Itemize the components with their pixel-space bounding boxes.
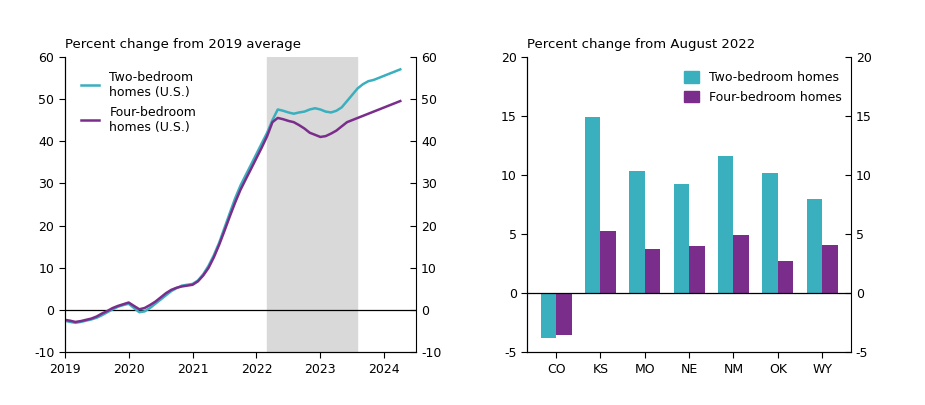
Bar <box>778 261 794 293</box>
Bar <box>689 246 705 293</box>
Bar <box>600 230 616 293</box>
Bar <box>807 198 822 293</box>
Bar <box>267 57 357 352</box>
Bar <box>645 249 660 293</box>
Legend: Two-bedroom homes, Four-bedroom homes: Two-bedroom homes, Four-bedroom homes <box>682 69 845 106</box>
Bar <box>585 117 600 293</box>
Bar <box>822 245 838 293</box>
Text: Percent change from August 2022: Percent change from August 2022 <box>527 38 756 51</box>
Bar <box>718 156 734 293</box>
Bar <box>734 235 749 293</box>
Bar <box>556 293 572 335</box>
Bar <box>629 171 645 293</box>
Legend: Two-bedroom
homes (U.S.), Four-bedroom
homes (U.S.): Two-bedroom homes (U.S.), Four-bedroom h… <box>78 69 199 136</box>
Text: Percent change from 2019 average: Percent change from 2019 average <box>65 38 301 51</box>
Bar <box>540 293 556 338</box>
Bar <box>673 184 689 293</box>
Bar <box>762 173 778 293</box>
